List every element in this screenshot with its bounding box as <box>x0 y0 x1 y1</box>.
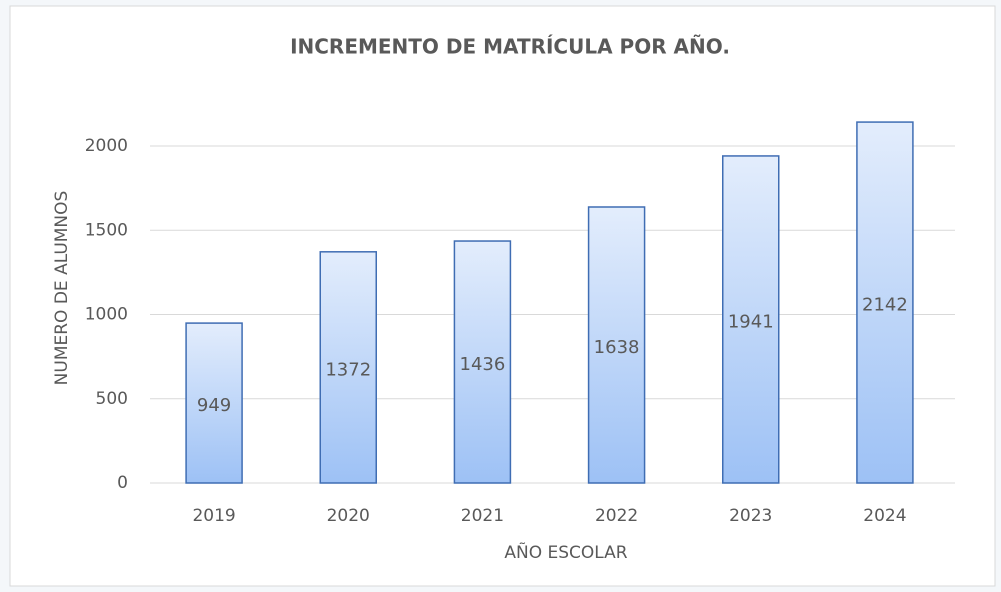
data-label: 1941 <box>728 311 774 332</box>
x-axis-label: AÑO ESCOLAR <box>504 541 627 563</box>
bar <box>185 322 243 484</box>
y-tick-label: 1500 <box>85 220 128 240</box>
y-tick-label: 1000 <box>85 305 128 325</box>
y-tick-label: 2000 <box>85 136 128 156</box>
bar <box>319 251 377 484</box>
y-axis-label: NUMERO DE ALUMNOS <box>52 191 72 386</box>
x-tick-label: 2020 <box>327 506 370 526</box>
data-label: 949 <box>197 395 231 416</box>
data-label: 1638 <box>594 337 640 358</box>
x-tick-label: 2019 <box>192 506 235 526</box>
chart-title: INCREMENTO DE MATRÍCULA POR AÑO. <box>290 35 730 59</box>
y-tick-label: 0 <box>117 473 128 493</box>
bar <box>722 155 780 484</box>
x-tick-label: 2022 <box>595 506 638 526</box>
y-tick-label: 500 <box>96 389 128 409</box>
bar <box>856 121 914 484</box>
x-tick-label: 2021 <box>461 506 504 526</box>
bar <box>587 206 646 484</box>
data-label: 1372 <box>325 359 371 380</box>
bar <box>453 240 512 484</box>
data-label: 1436 <box>460 354 506 375</box>
x-tick-label: 2023 <box>729 506 772 526</box>
x-tick-label: 2024 <box>863 506 906 526</box>
data-label: 2142 <box>862 295 908 316</box>
